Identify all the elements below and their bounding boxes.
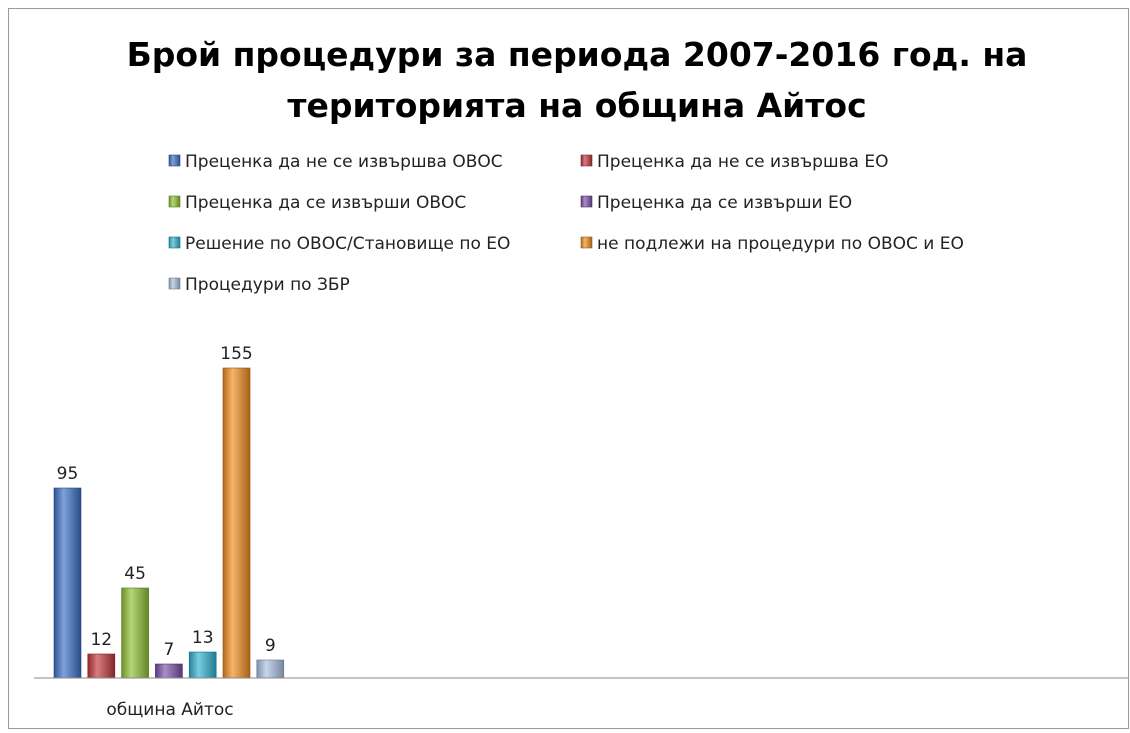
legend-item: Преценка да се извърши ЕО	[580, 193, 852, 213]
data-label: 155	[220, 344, 252, 364]
legend-label: не подлежи на процедури по ОВОС и ЕО	[597, 234, 964, 254]
bar	[222, 367, 251, 679]
legend-item: Решение по ОВОС/Становище по ЕО	[168, 234, 510, 254]
data-label: 13	[192, 628, 214, 648]
chart-title-line-2: територията на община Айтос	[287, 86, 866, 125]
chart-frame: Брой процедури за периода 2007-2016 год.…	[8, 8, 1129, 729]
data-label: 7	[163, 640, 174, 660]
legend-swatch	[168, 277, 181, 290]
legend-label: Процедури по ЗБР	[185, 275, 350, 295]
category-label: община Айтос	[106, 700, 233, 720]
legend-item: Преценка да се извърши ОВОС	[168, 193, 466, 213]
bar	[188, 651, 217, 679]
bars: 95 12 45 7 13 155 9	[53, 344, 285, 679]
bar	[155, 663, 183, 679]
data-label: 9	[265, 636, 276, 656]
legend-swatch	[168, 154, 181, 167]
data-label: 45	[124, 564, 146, 584]
legend: Преценка да не се извършва ОВОС Преценка …	[168, 152, 964, 295]
bar	[121, 587, 149, 679]
legend-swatch	[168, 195, 181, 208]
chart-title-line-1: Брой процедури за периода 2007-2016 год.…	[127, 35, 1028, 74]
legend-item: не подлежи на процедури по ОВОС и ЕО	[580, 234, 964, 254]
legend-swatch	[580, 195, 593, 208]
data-label: 95	[57, 464, 79, 484]
legend-swatch	[580, 154, 593, 167]
legend-item: Преценка да не се извършва ОВОС	[168, 152, 503, 172]
legend-item: Преценка да не се извършва ЕО	[580, 152, 888, 172]
legend-label: Решение по ОВОС/Становище по ЕО	[185, 234, 510, 254]
legend-swatch	[580, 236, 593, 249]
data-label: 12	[90, 630, 112, 650]
bar	[87, 653, 116, 679]
legend-swatch	[168, 236, 181, 249]
bar	[53, 487, 82, 679]
bar	[256, 659, 285, 679]
legend-label: Преценка да не се извършва ЕО	[597, 152, 888, 172]
legend-label: Преценка да се извърши ОВОС	[185, 193, 466, 213]
legend-item: Процедури по ЗБР	[168, 275, 350, 295]
legend-label: Преценка да не се извършва ОВОС	[185, 152, 503, 172]
legend-label: Преценка да се извърши ЕО	[597, 193, 852, 213]
bar-chart: Брой процедури за периода 2007-2016 год.…	[34, 35, 1128, 720]
